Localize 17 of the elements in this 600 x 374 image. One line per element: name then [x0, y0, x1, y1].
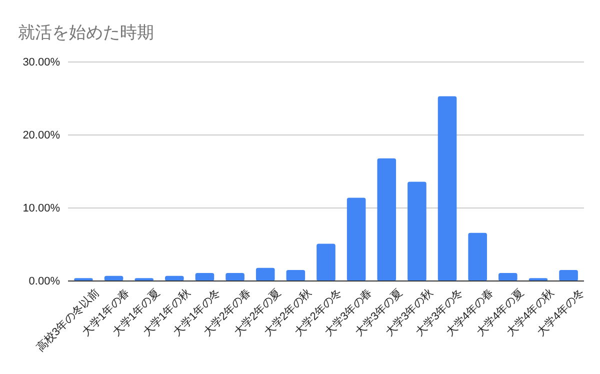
y-tick-label: 30.00% — [22, 56, 60, 69]
bar — [377, 158, 396, 281]
bar — [316, 244, 336, 281]
bar — [559, 270, 578, 281]
bar — [286, 270, 306, 281]
bar — [408, 182, 426, 281]
bar — [195, 272, 214, 281]
bar — [256, 268, 275, 281]
bar — [346, 198, 366, 281]
bar — [226, 272, 244, 281]
y-tick-label: 10.00% — [22, 202, 60, 215]
y-tick-label: 0.00% — [28, 276, 60, 288]
bar — [438, 96, 457, 281]
y-tick-label: 20.00% — [22, 130, 60, 142]
bar — [498, 272, 518, 281]
chart-title: 就活を始めた時期 — [18, 23, 154, 43]
bar — [468, 232, 487, 281]
